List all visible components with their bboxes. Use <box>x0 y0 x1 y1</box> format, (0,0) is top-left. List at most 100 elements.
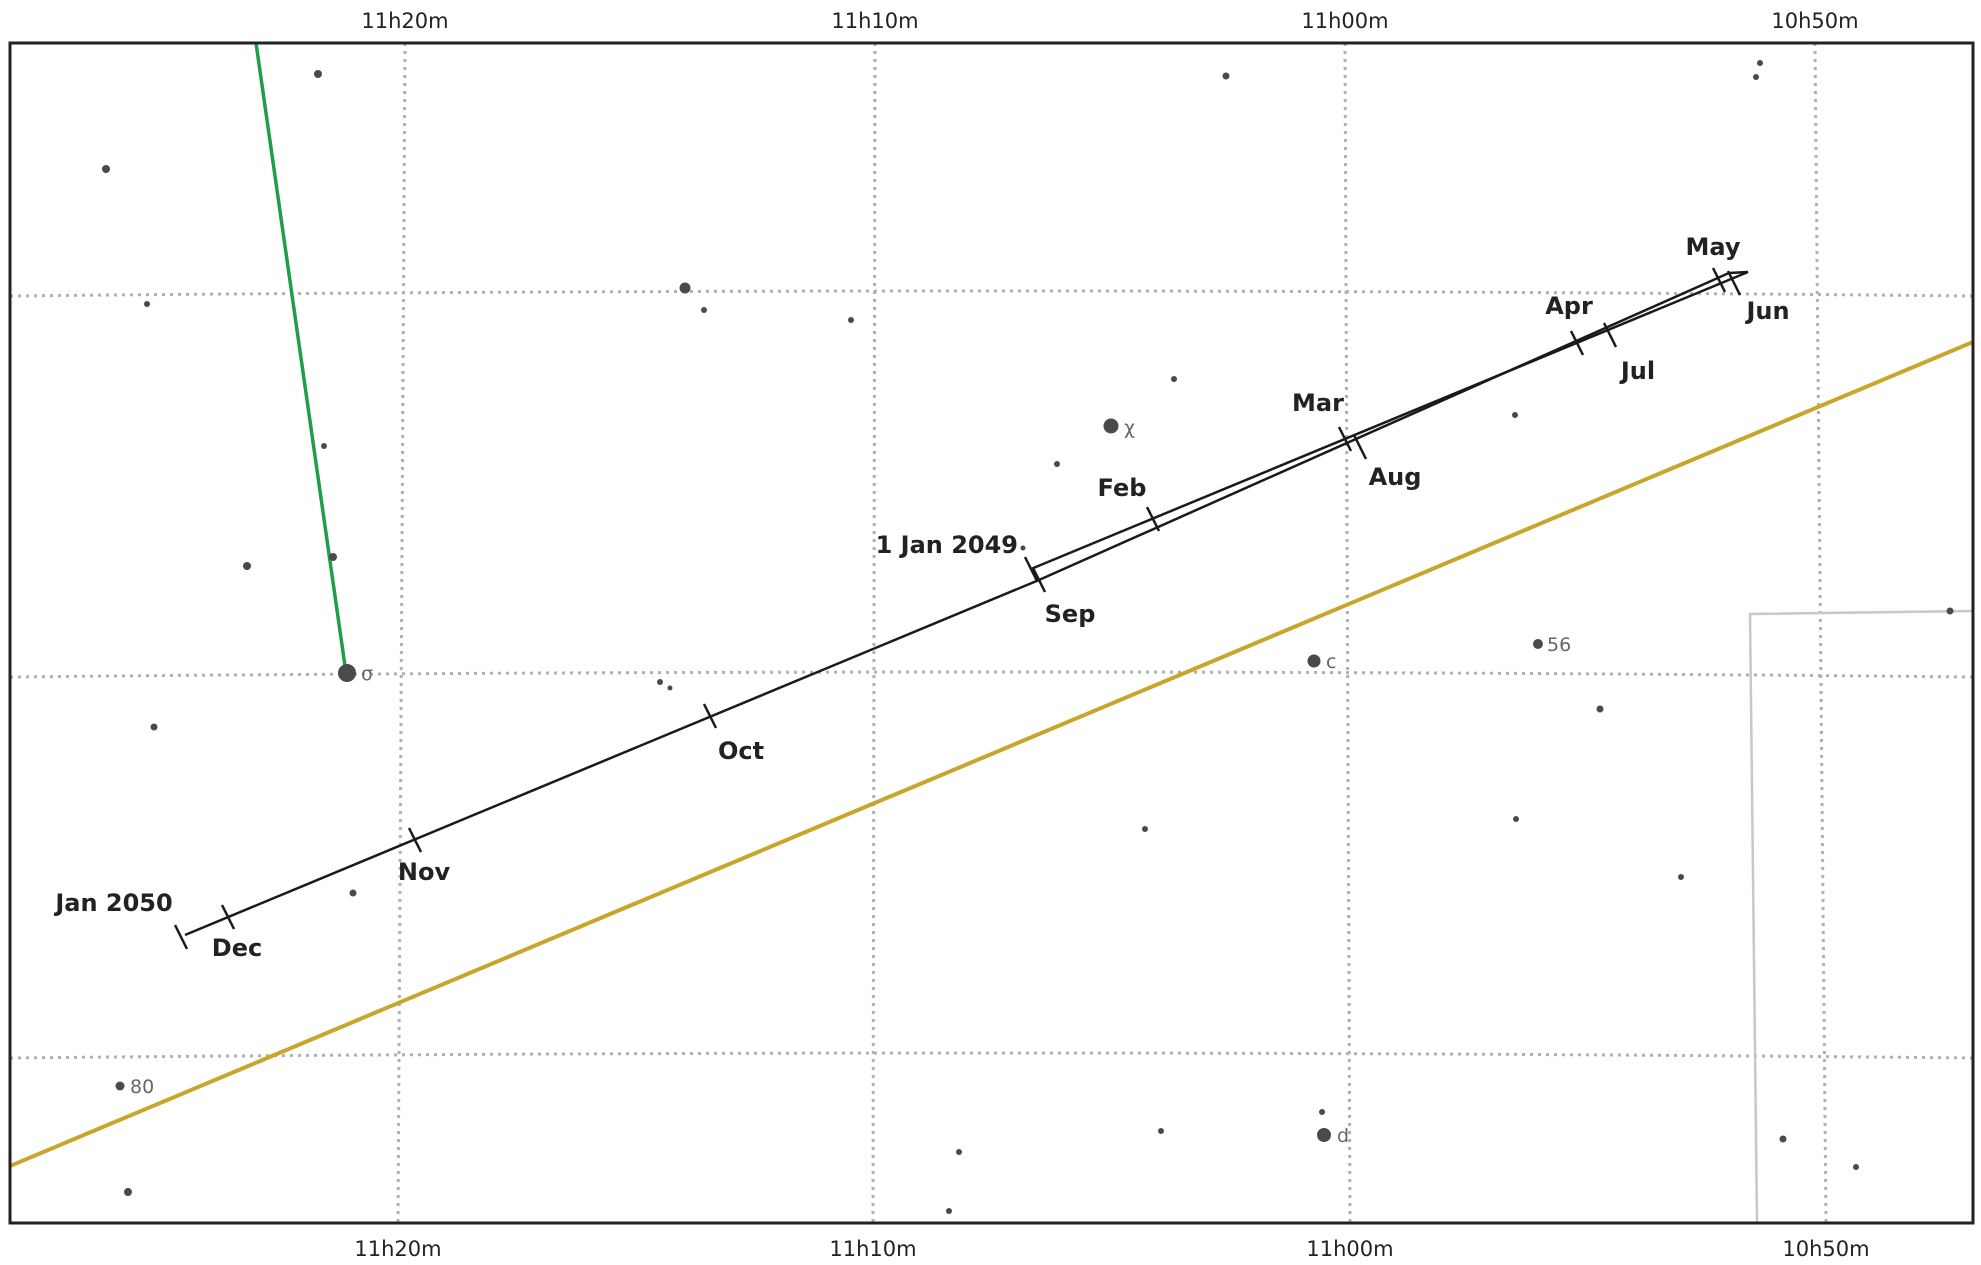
star <box>1678 874 1684 880</box>
path-2049-jan-may <box>1030 270 1749 571</box>
path-label-jan-2049: 1 Jan 2049 <box>876 531 1018 559</box>
path-2049-may-2050-jan <box>184 271 1730 937</box>
star-56 <box>1533 639 1543 649</box>
date-tick <box>1352 434 1368 460</box>
star <box>1142 826 1148 832</box>
ra-grid-10h50m <box>1813 43 1828 1223</box>
star <box>1512 412 1518 418</box>
date-tick <box>1711 267 1727 293</box>
star <box>1596 705 1604 713</box>
star <box>329 553 337 561</box>
star <box>243 562 251 570</box>
star-chi <box>1103 418 1119 434</box>
star-label-chi: χ <box>1124 417 1135 439</box>
ra-grid-11h20m <box>396 43 407 1223</box>
date-tick <box>1031 567 1047 593</box>
path-label-oct: Oct <box>718 737 764 765</box>
path-label-may: May <box>1686 233 1741 261</box>
star <box>1753 74 1759 80</box>
path-turnaround <box>1728 270 1749 275</box>
date-ticks <box>173 267 1742 950</box>
star <box>848 317 854 323</box>
date-tick <box>1023 556 1039 582</box>
constellation-boundary <box>1748 609 1973 1223</box>
star-label-d: d <box>1337 1125 1349 1147</box>
date-tick <box>702 703 718 729</box>
star <box>1757 60 1763 66</box>
star <box>1853 1164 1859 1170</box>
path-label-apr: Apr <box>1545 292 1593 320</box>
star-d <box>1317 1128 1331 1142</box>
star <box>1513 816 1519 822</box>
star <box>1020 545 1026 551</box>
ra-grid-11h00m <box>1343 43 1352 1223</box>
ra-labels-top: 11h20m 11h10m 11h00m 10h50m <box>361 9 1858 33</box>
star <box>657 679 663 685</box>
dec-grid-3 <box>10 1051 1973 1060</box>
star <box>124 1188 132 1196</box>
ra-label-top-11h10m: 11h10m <box>831 9 918 33</box>
path-label-dec: Dec <box>212 934 262 962</box>
ra-grid-11h10m <box>871 43 877 1223</box>
star <box>1158 1128 1164 1134</box>
star <box>667 685 673 691</box>
star <box>1779 1135 1787 1143</box>
date-tick <box>1145 506 1161 532</box>
path-label-jun: Jun <box>1744 297 1789 325</box>
star-label-sigma: σ <box>361 663 373 685</box>
chart-frame <box>8 41 1975 1225</box>
star <box>701 307 707 313</box>
date-tick <box>1602 322 1618 348</box>
star <box>1319 1109 1325 1115</box>
ra-label-top-11h20m: 11h20m <box>361 9 448 33</box>
star-label-56: 56 <box>1547 634 1571 656</box>
grid-lines <box>10 43 1973 1223</box>
star-label-c: c <box>1326 651 1336 673</box>
date-tick <box>1569 330 1585 356</box>
date-tick <box>1337 426 1353 452</box>
star <box>1222 72 1230 80</box>
star <box>144 301 150 307</box>
path-label-feb: Feb <box>1098 474 1147 502</box>
star-labels: σ χ c 56 80 d <box>130 417 1571 1147</box>
path-label-nov: Nov <box>398 858 451 886</box>
dec-grid-1 <box>10 289 1973 298</box>
star <box>349 889 357 897</box>
star <box>102 165 110 173</box>
ra-label-bottom-11h00m: 11h00m <box>1306 1237 1393 1261</box>
date-tick <box>1726 270 1742 296</box>
star <box>150 723 158 731</box>
ecliptic-line <box>10 340 1973 1168</box>
star <box>679 282 691 294</box>
dec-grid-2 <box>10 670 1973 679</box>
path-label-jan-2050: Jan 2050 <box>53 889 172 917</box>
date-tick <box>407 827 423 853</box>
ra-labels-bottom: 11h20m 11h10m 11h00m 10h50m <box>354 1237 1869 1261</box>
star <box>1171 376 1177 382</box>
star <box>946 1208 952 1214</box>
ra-label-bottom-11h10m: 11h10m <box>829 1237 916 1261</box>
ra-label-bottom-10h50m: 10h50m <box>1782 1237 1869 1261</box>
path-label-sep: Sep <box>1045 600 1096 628</box>
stars <box>102 60 1954 1214</box>
star <box>314 70 322 78</box>
ra-label-top-10h50m: 10h50m <box>1771 9 1858 33</box>
star-sigma <box>338 664 356 682</box>
star <box>956 1149 962 1155</box>
path-labels: 1 Jan 2049 Feb Mar Apr May Jun Jul Aug S… <box>53 233 1789 962</box>
star-80 <box>115 1081 125 1091</box>
star <box>1054 461 1060 467</box>
path-label-jul: Jul <box>1619 357 1655 385</box>
ra-label-top-11h00m: 11h00m <box>1301 9 1388 33</box>
path-label-aug: Aug <box>1369 463 1422 491</box>
date-tick <box>220 904 236 930</box>
path-label-mar: Mar <box>1292 389 1344 417</box>
path-group <box>173 267 1749 950</box>
star <box>321 443 327 449</box>
ra-label-bottom-11h20m: 11h20m <box>354 1237 441 1261</box>
star <box>1946 607 1954 615</box>
star-label-80: 80 <box>130 1076 154 1098</box>
star-c <box>1307 654 1321 668</box>
constellation-line <box>254 43 348 674</box>
